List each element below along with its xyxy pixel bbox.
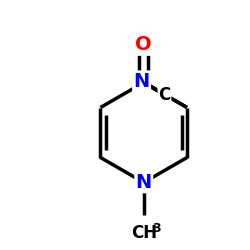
Text: N: N	[136, 173, 152, 192]
Text: O: O	[136, 36, 152, 54]
Text: N: N	[134, 72, 150, 91]
Text: C: C	[158, 86, 170, 104]
Text: CH: CH	[131, 224, 157, 242]
Text: 3: 3	[152, 222, 161, 235]
